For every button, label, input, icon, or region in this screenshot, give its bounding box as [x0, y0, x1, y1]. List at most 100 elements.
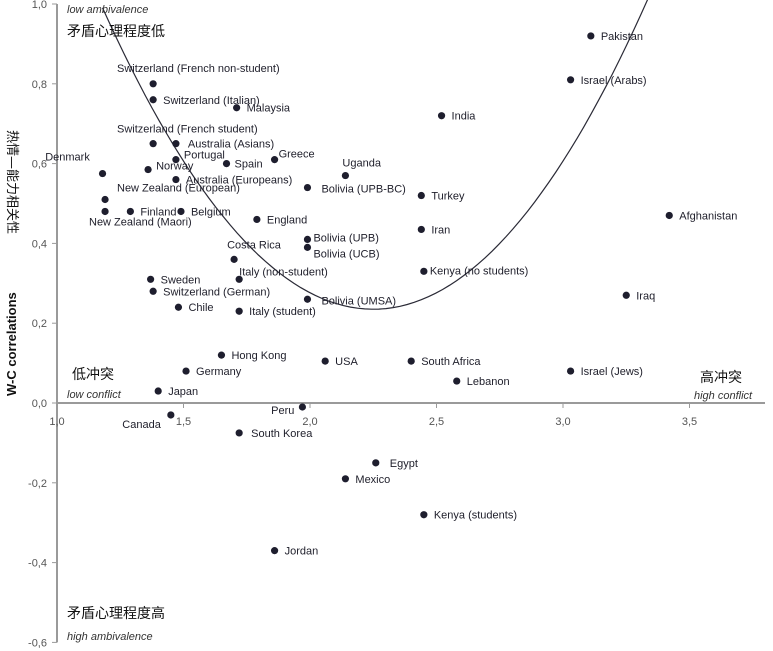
data-point — [233, 104, 241, 112]
point-label: Iran — [431, 224, 450, 236]
point-label: Bolivia (UPB-BC) — [321, 184, 405, 196]
data-point — [149, 80, 157, 88]
point-label: Spain — [235, 159, 263, 171]
right-note-cn: 高冲突 — [700, 369, 742, 386]
data-point — [341, 171, 350, 180]
data-point — [230, 255, 238, 263]
left-note-en: low conflict — [67, 389, 122, 401]
axes: 1,0 1,5 2,0 2,5 3,0 3,5 1,0 0,8 0,6 0,4 0,2 0,0 -0,2… — [28, 0, 765, 649]
y-tick-label: -0,2 — [28, 478, 47, 490]
data-point — [407, 357, 415, 365]
point-label: South Korea — [251, 428, 313, 440]
point-label: India — [452, 111, 477, 123]
data-point — [126, 207, 134, 216]
y-tick-label: 0,4 — [32, 238, 47, 250]
data-point — [321, 357, 329, 365]
data-point — [172, 140, 180, 148]
y-tick-label: 0,2 — [32, 318, 47, 330]
point-label: New Zealand (Maori) — [89, 216, 192, 228]
data-point — [341, 475, 350, 483]
data-point — [303, 235, 312, 244]
data-point — [270, 156, 279, 164]
point-label: England — [267, 214, 307, 226]
point-label: Bolivia (UPB) — [313, 232, 378, 244]
data-points: Pakistan Israel (Arabs) India Switzerland (… — [45, 31, 737, 558]
top-note-en: low ambivalence — [67, 4, 148, 16]
data-point — [453, 377, 461, 385]
point-label: Portugal — [184, 150, 225, 162]
x-tick-label: 3,0 — [555, 416, 570, 428]
y-axis-title: W-C correlations — [4, 292, 19, 396]
point-label: Italy (student) — [249, 306, 316, 318]
data-point — [235, 307, 243, 315]
point-label: Switzerland (French student) — [117, 124, 258, 136]
trendline — [101, 0, 649, 310]
data-point — [298, 403, 307, 411]
y-tick-label: 0,6 — [32, 159, 47, 171]
point-label: Jordan — [285, 546, 319, 558]
data-point — [420, 267, 428, 275]
point-label: Afghanistan — [679, 210, 737, 222]
data-point — [177, 207, 185, 216]
point-label: Chile — [188, 302, 213, 314]
y-tick-label: -0,4 — [28, 558, 47, 570]
trendline-group — [101, 0, 649, 310]
y-tick-label: 0,8 — [32, 79, 47, 91]
data-point — [417, 191, 425, 200]
point-label: Australia (Asians) — [188, 139, 274, 151]
point-label: Israel (Jews) — [581, 366, 643, 378]
point-label: Costa Rica — [227, 239, 282, 251]
point-label: Egypt — [390, 458, 418, 470]
y-tick-label: 0,0 — [32, 398, 47, 410]
data-point — [566, 76, 575, 84]
point-label: Bolivia (UCB) — [313, 248, 379, 260]
y-tick-label: -0,6 — [28, 637, 47, 649]
point-label: Uganda — [342, 158, 381, 170]
data-point — [566, 367, 575, 375]
point-label: Norway — [156, 161, 194, 173]
point-label: Kenya (students) — [434, 510, 517, 522]
point-label: Denmark — [45, 152, 90, 164]
point-label: New Zealand (European) — [117, 183, 240, 195]
data-point — [665, 211, 673, 220]
point-label: Switzerland (Italian) — [163, 95, 260, 107]
left-note-cn: 低冲突 — [72, 367, 114, 383]
data-point — [587, 32, 595, 40]
point-label: Australia (Europeans) — [186, 175, 292, 187]
data-point — [222, 160, 231, 168]
data-point — [147, 275, 155, 283]
point-label: USA — [335, 356, 358, 368]
data-point — [303, 183, 312, 192]
x-tick-label: 2,0 — [302, 416, 317, 428]
data-point — [437, 112, 446, 120]
bottom-note-en: high ambivalence — [67, 631, 153, 643]
data-point — [420, 511, 428, 519]
data-point — [217, 351, 226, 359]
y-axis-title-cn: 热情—能力相关性 — [4, 130, 19, 234]
data-point — [149, 140, 157, 148]
point-label: Israel (Arabs) — [581, 75, 647, 87]
data-point — [622, 291, 630, 299]
top-note-cn: 矛盾心理程度低 — [67, 24, 165, 40]
data-point — [253, 215, 261, 224]
point-label: Kenya (no students) — [430, 265, 528, 277]
point-label: Bolivia (UMSA) — [321, 295, 396, 307]
point-label: Italy (non-student) — [239, 266, 328, 278]
point-label: Finland — [140, 206, 176, 218]
x-tick-label: 1,0 — [49, 416, 64, 428]
data-point — [154, 387, 162, 395]
point-label: Malaysia — [247, 103, 291, 115]
x-tick-label: 2,5 — [429, 416, 444, 428]
data-point — [101, 195, 109, 204]
data-point — [98, 169, 107, 178]
point-label: Turkey — [431, 191, 465, 203]
data-point — [174, 303, 183, 311]
point-label: Japan — [168, 386, 198, 398]
point-label: Hong Kong — [231, 350, 286, 362]
data-point — [270, 547, 279, 555]
point-label: Switzerland (French non-student) — [117, 63, 280, 75]
point-label: South Africa — [421, 356, 481, 368]
x-tick-label: 3,5 — [682, 416, 697, 428]
right-note-en: high conflict — [694, 390, 753, 402]
